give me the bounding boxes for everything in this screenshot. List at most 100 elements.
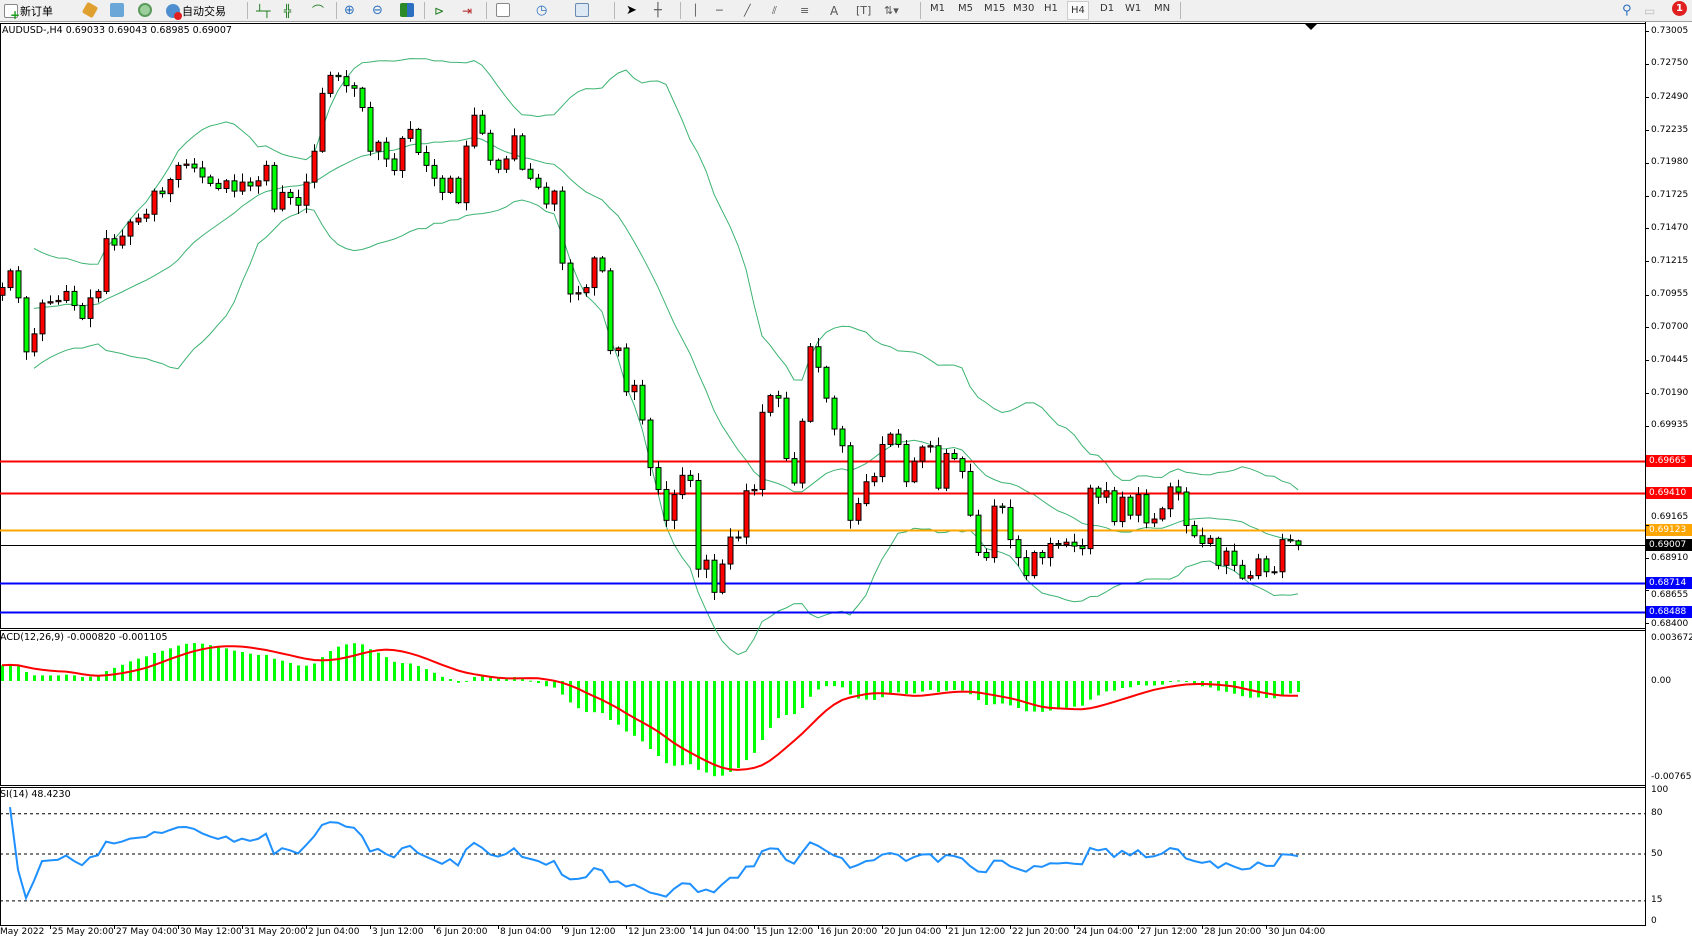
- arrows-icon[interactable]: ⇅▾: [884, 4, 899, 17]
- macd-histogram-bar: [921, 681, 924, 692]
- candle: [887, 432, 894, 447]
- time-tick-label: 21 Jun 12:00: [948, 927, 1006, 937]
- candle: [575, 285, 582, 301]
- chart-shift-icon[interactable]: ⊳: [434, 3, 445, 18]
- candle-body-down: [351, 85, 358, 89]
- candle: [559, 186, 566, 271]
- trendline-icon[interactable]: ╱: [744, 4, 751, 17]
- macd-histogram-bar: [1169, 681, 1172, 683]
- candle-body-down: [1175, 486, 1182, 493]
- macd-histogram-bar: [649, 681, 652, 749]
- price-tick-label: 0.69165: [1651, 511, 1689, 522]
- macd-histogram-bar: [561, 681, 564, 695]
- candle: [751, 484, 758, 496]
- indicators-icon[interactable]: [496, 3, 510, 17]
- signals-icon[interactable]: [138, 3, 152, 17]
- macd-histogram-bar: [17, 666, 20, 681]
- templates-icon[interactable]: [575, 3, 589, 17]
- tile-windows-icon[interactable]: [400, 3, 414, 17]
- time-tick-label: 22 Jun 20:00: [1012, 927, 1070, 937]
- candle-body-down: [999, 505, 1006, 508]
- bar-chart-icon[interactable]: ┴┬: [256, 3, 271, 18]
- chat-icon[interactable]: ▭: [1644, 3, 1656, 18]
- candle: [903, 440, 910, 487]
- macd-histogram-bar: [1001, 681, 1004, 704]
- candle-body-up: [167, 179, 174, 195]
- candle: [527, 163, 534, 181]
- candle-body-up: [239, 181, 246, 192]
- text-label-icon[interactable]: [T]: [856, 4, 872, 17]
- timeframe-m1[interactable]: M1: [930, 3, 945, 14]
- candle-body-up: [175, 164, 182, 181]
- chart-shift-marker[interactable]: [1305, 24, 1317, 30]
- fibonacci-icon[interactable]: ≡: [800, 4, 810, 17]
- timeframe-mn[interactable]: MN: [1154, 3, 1171, 14]
- candle-body-up: [151, 190, 158, 215]
- vertical-line-icon[interactable]: │: [692, 4, 699, 17]
- candle-body-down: [647, 419, 654, 469]
- price-tick-mark: [1645, 130, 1649, 131]
- candle-body-up: [1047, 542, 1054, 559]
- data-window-icon[interactable]: [110, 3, 124, 17]
- candle-body-down: [735, 536, 742, 539]
- candle: [391, 153, 398, 176]
- price-tick-mark: [1645, 261, 1649, 262]
- candle: [319, 87, 326, 153]
- candle-body-up: [743, 490, 750, 538]
- candle: [399, 136, 406, 178]
- autoscroll-icon[interactable]: ⇥: [462, 3, 473, 18]
- text-icon[interactable]: A: [830, 3, 839, 18]
- candle-body-down: [1015, 539, 1022, 559]
- timeframe-m5[interactable]: M5: [958, 3, 973, 14]
- timeframe-w1[interactable]: W1: [1125, 3, 1142, 14]
- periods-icon[interactable]: ◷: [536, 3, 548, 18]
- candle-body-down: [607, 270, 614, 352]
- auto-trading-button[interactable]: 自动交易: [166, 2, 226, 20]
- candle-body-down: [415, 128, 422, 154]
- candle-body-down: [951, 452, 958, 460]
- timeframe-h1[interactable]: H1: [1044, 3, 1058, 14]
- candle: [839, 425, 846, 453]
- candle: [687, 470, 694, 488]
- macd-histogram-bar: [313, 663, 316, 681]
- macd-histogram-bar: [1025, 681, 1028, 712]
- candle: [279, 185, 286, 212]
- macd-histogram-bar: [1065, 681, 1068, 708]
- candlestick-icon[interactable]: ╬: [284, 3, 292, 18]
- candle-body-down: [847, 445, 854, 521]
- rsi-panel-frame: [0, 787, 1646, 926]
- time-tick-label: 27 May 04:00: [116, 927, 178, 937]
- equidistant-channel-icon[interactable]: ⫽: [772, 3, 777, 17]
- time-tick-label: 14 Jun 04:00: [692, 927, 750, 937]
- new-order-button[interactable]: + 新订单: [4, 2, 53, 21]
- candle-body-up: [671, 494, 678, 521]
- timeframe-d1[interactable]: D1: [1100, 3, 1115, 14]
- candle: [1039, 550, 1046, 565]
- candle-body-down: [775, 395, 782, 399]
- notification-badge[interactable]: 1: [1672, 1, 1687, 16]
- candle-body-down: [367, 107, 374, 152]
- crosshair-icon[interactable]: ┼: [654, 3, 662, 18]
- timeframe-h4[interactable]: H4: [1067, 1, 1089, 20]
- candle: [847, 442, 854, 529]
- macd-histogram-bar: [705, 681, 708, 773]
- line-chart-icon[interactable]: ⌒: [312, 4, 325, 18]
- cursor-icon[interactable]: ➤: [626, 3, 637, 18]
- price-level-tag: 0.69410: [1646, 487, 1692, 500]
- timeframe-m15[interactable]: M15: [984, 3, 1006, 14]
- macd-histogram-bar: [49, 675, 52, 681]
- search-icon[interactable]: ⚲: [1622, 3, 1632, 18]
- price-tick-label: 0.72490: [1651, 91, 1689, 102]
- horizontal-line-icon[interactable]: ─: [716, 4, 723, 17]
- candle-body-up: [1103, 490, 1110, 498]
- timeframe-m30[interactable]: M30: [1013, 3, 1035, 14]
- macd-histogram-bar: [945, 681, 948, 691]
- zoom-out-icon[interactable]: ⊖: [372, 3, 383, 18]
- macd-histogram-bar: [1017, 681, 1020, 708]
- candle: [807, 342, 814, 423]
- macd-histogram-bar: [369, 649, 372, 681]
- time-tick-mark: [946, 925, 947, 929]
- zoom-in-icon[interactable]: ⊕: [344, 3, 355, 18]
- candle-body-down: [1295, 540, 1302, 546]
